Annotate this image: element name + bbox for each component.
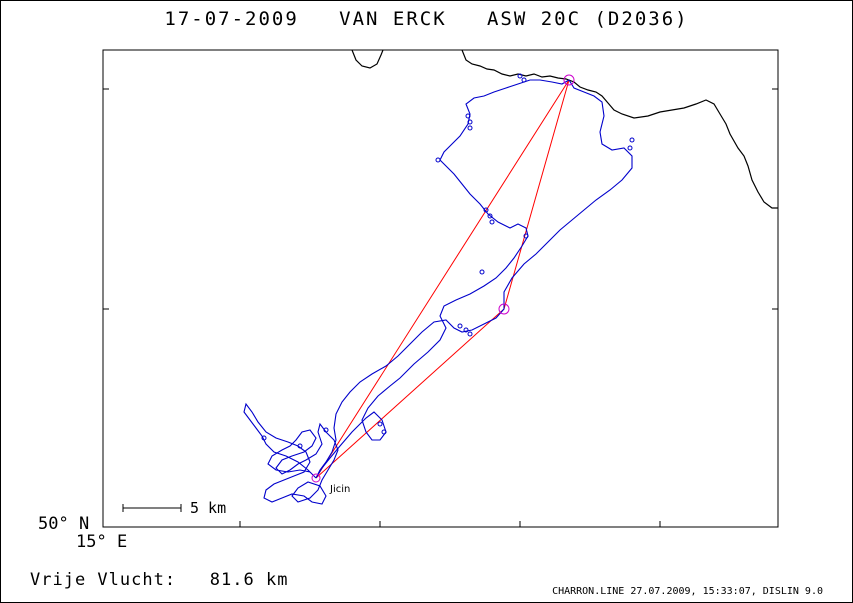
turnpoint-middle — [498, 303, 510, 315]
distance-label: Vrije Vlucht: — [30, 570, 177, 590]
free-flight-distance: Vrije Vlucht: 81.6 km — [30, 570, 288, 590]
border-line-left — [351, 49, 384, 69]
flight-title: 17-07-2009 VAN ERCK ASW 20C (D2036) — [0, 8, 853, 30]
border-line-right — [461, 49, 778, 209]
glider-type: ASW 20C (D2036) — [486, 8, 689, 30]
distance-value: 81.6 km — [209, 570, 289, 590]
thermal-marks — [261, 73, 635, 449]
turnpoint-north — [563, 74, 575, 86]
task-lines — [315, 79, 570, 479]
place-label-jicin: Jicin — [330, 484, 351, 495]
latitude-label: 50° N — [38, 514, 90, 534]
map-frame — [102, 49, 779, 528]
axis-ticks — [103, 88, 778, 527]
flight-date: 17-07-2009 — [164, 8, 299, 30]
start-point-jicin — [311, 473, 321, 483]
longitude-label: 15° E — [76, 532, 128, 552]
scale-bar-label: 5 km — [190, 499, 227, 517]
turnpoints — [311, 74, 575, 483]
flight-track — [315, 79, 633, 479]
footer-info: CHARRON.LINE 27.07.2009, 15:33:07, DISLI… — [552, 586, 823, 597]
pilot-name: VAN ERCK — [339, 8, 447, 30]
scale-bar — [122, 504, 182, 512]
flight-track-local — [243, 402, 339, 505]
